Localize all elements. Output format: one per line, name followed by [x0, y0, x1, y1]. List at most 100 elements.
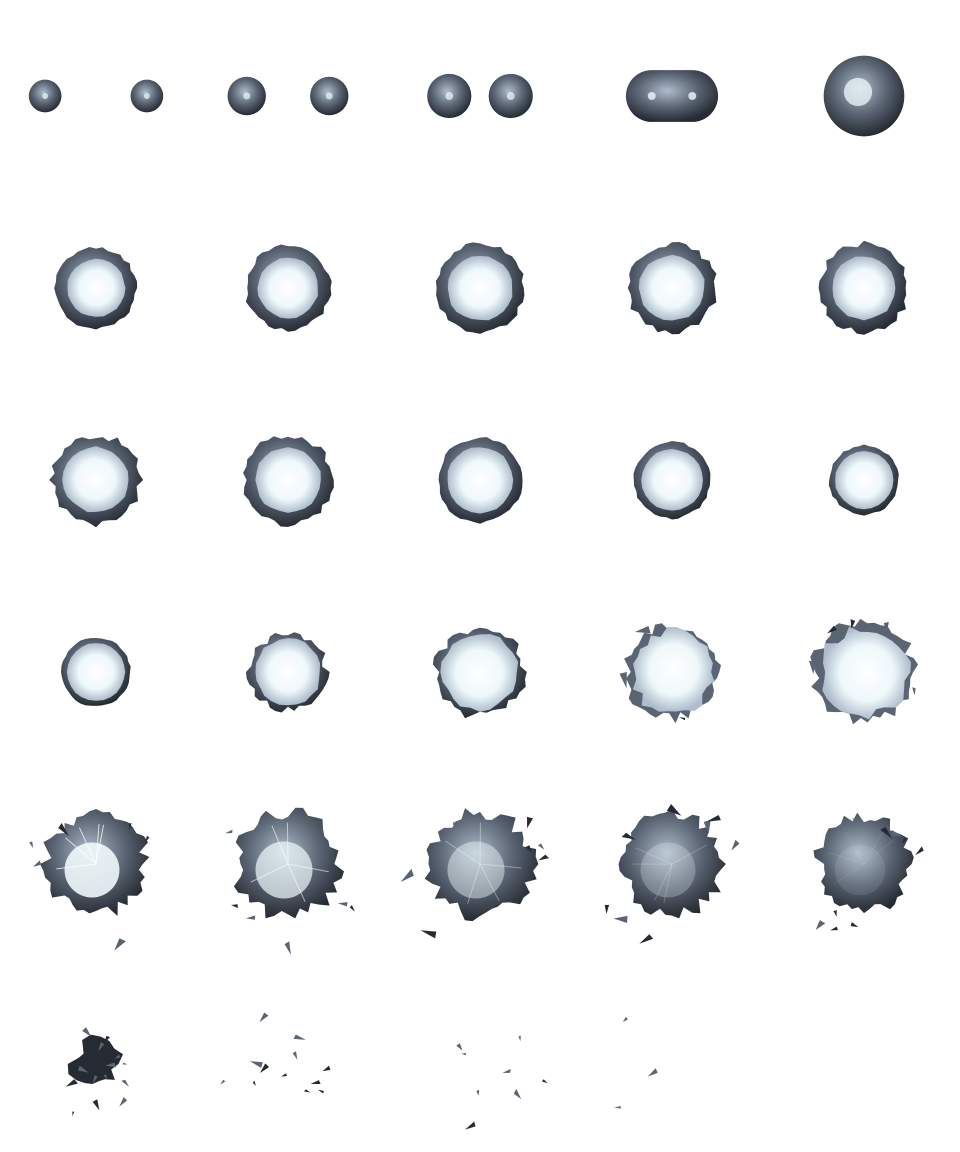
- sprite-frame-0: [0, 0, 192, 192]
- debris-shard: [541, 1079, 548, 1084]
- sprite-frame-24: [768, 768, 960, 960]
- shard: [452, 821, 459, 826]
- sprite-frame-11: [192, 384, 384, 576]
- debris-shard: [72, 1111, 75, 1117]
- burst-core-glow: [632, 627, 715, 712]
- debris-shard: [614, 1106, 621, 1109]
- shard: [902, 837, 907, 844]
- debris-shard: [103, 1035, 110, 1044]
- sprite-frame-2: [384, 0, 576, 192]
- debris-shard: [122, 1062, 128, 1065]
- debris-shard: [103, 1074, 108, 1080]
- cloud-glow: [640, 842, 696, 898]
- shard: [604, 904, 610, 915]
- shard: [145, 835, 150, 843]
- sprite-frame-28: [576, 960, 768, 1152]
- sprite-frame-20: [0, 768, 192, 960]
- ring-core-glow: [447, 447, 514, 514]
- debris-shard: [322, 1065, 331, 1072]
- shard: [527, 816, 533, 829]
- sprite-frame-23: [576, 768, 768, 960]
- ring-core-glow: [255, 447, 321, 513]
- shard: [912, 687, 916, 696]
- debris-shard: [456, 1043, 463, 1051]
- debris-shard: [252, 1080, 256, 1086]
- shard: [245, 915, 256, 920]
- shard: [809, 661, 816, 675]
- debris-shard: [259, 1012, 269, 1023]
- shard: [915, 846, 924, 856]
- cloud-glow: [834, 844, 886, 896]
- ring-core-glow: [62, 446, 129, 513]
- sprite-frame-8: [576, 192, 768, 384]
- ring-core-glow: [255, 638, 321, 706]
- shard: [349, 905, 355, 912]
- merged-orb: [625, 70, 719, 122]
- sprite-frame-1: [192, 0, 384, 192]
- debris-shard: [292, 1051, 298, 1060]
- shard: [827, 625, 838, 634]
- smoke-cloud: [813, 812, 914, 914]
- shard: [666, 804, 682, 816]
- debris-shard: [293, 1034, 306, 1040]
- cloud-glow: [447, 841, 505, 899]
- sprite-frame-16: [192, 576, 384, 768]
- debris-shard: [513, 1088, 522, 1100]
- shard: [225, 829, 233, 834]
- debris-shard: [82, 1027, 92, 1037]
- debris-shard: [220, 1079, 226, 1085]
- ring-core-glow: [66, 643, 126, 701]
- ring-core-glow: [641, 448, 703, 511]
- shard: [58, 823, 69, 837]
- shard: [525, 845, 533, 853]
- ring-core-glow: [257, 257, 318, 319]
- debris-shard: [465, 1121, 476, 1130]
- sprite-frame-27: [384, 960, 576, 1152]
- debris-shard: [65, 1079, 78, 1087]
- shard: [337, 902, 348, 907]
- cloud-glow: [64, 842, 120, 898]
- debris-shard: [121, 1079, 129, 1087]
- sprite-frame-9: [768, 192, 960, 384]
- shard: [850, 619, 856, 629]
- sprite-frame-15: [0, 576, 192, 768]
- shard: [679, 717, 686, 721]
- burst-core-glow: [822, 626, 911, 720]
- shard: [851, 818, 859, 822]
- shard: [619, 672, 627, 689]
- shard: [880, 827, 893, 839]
- debris-shard: [317, 1089, 324, 1094]
- sprite-frame-10: [0, 384, 192, 576]
- shard: [114, 938, 126, 951]
- sprite-frame-21: [192, 768, 384, 960]
- ring-core-glow: [835, 451, 894, 510]
- debris-shard: [518, 1035, 521, 1042]
- debris-shard: [260, 1063, 270, 1073]
- shard: [706, 815, 721, 822]
- sprite-frame-14: [768, 384, 960, 576]
- debris-shard: [647, 1068, 658, 1077]
- debris-shard: [98, 1042, 105, 1052]
- debris-shard: [281, 1073, 287, 1077]
- sprite-frame-29: [768, 960, 960, 1152]
- smoke-cloud: [618, 809, 726, 919]
- cloud-glow: [255, 841, 313, 899]
- shard: [883, 621, 889, 636]
- debris-shard: [310, 1080, 321, 1084]
- shard: [231, 904, 238, 909]
- ring-core-glow: [638, 254, 705, 321]
- debris-shard: [92, 1075, 98, 1084]
- sprite-frame-13: [576, 384, 768, 576]
- ring-core-glow: [67, 258, 126, 317]
- debris-shard: [119, 1097, 128, 1107]
- shard: [830, 926, 838, 931]
- smoke-cloud: [424, 808, 539, 922]
- shard: [639, 934, 654, 944]
- shard: [621, 832, 636, 840]
- shard: [538, 854, 550, 861]
- debris-shard: [476, 1089, 480, 1096]
- sprite-frame-25: [0, 960, 192, 1152]
- shard: [284, 941, 291, 955]
- shard: [613, 915, 628, 923]
